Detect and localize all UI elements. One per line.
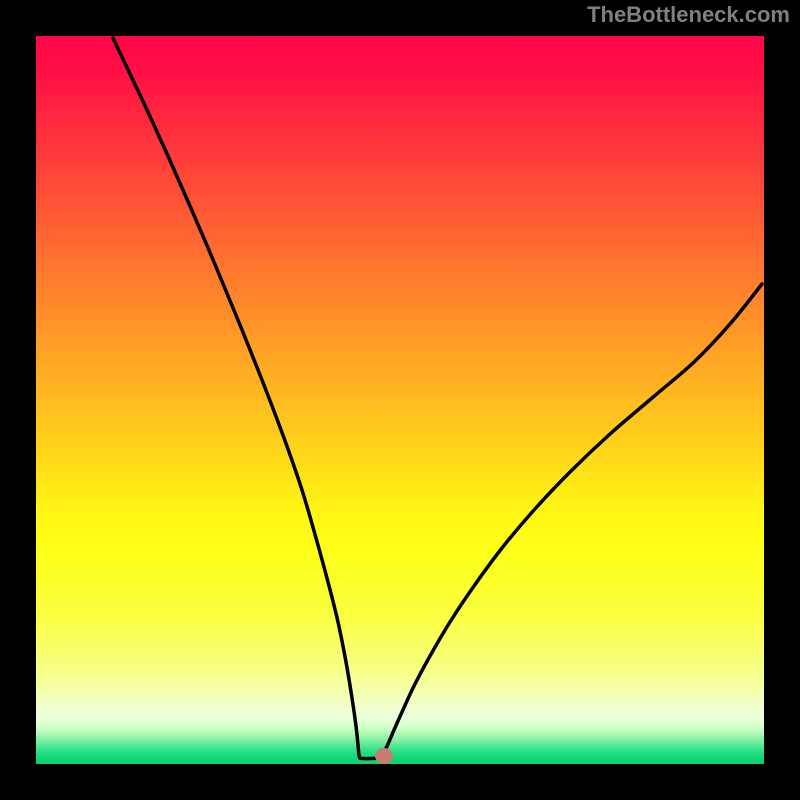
watermark-text: TheBottleneck.com [587,2,790,28]
chart-root: TheBottleneck.com [0,0,800,800]
optimum-marker [375,748,393,764]
chart-svg [0,0,800,800]
plot-background [36,36,764,764]
